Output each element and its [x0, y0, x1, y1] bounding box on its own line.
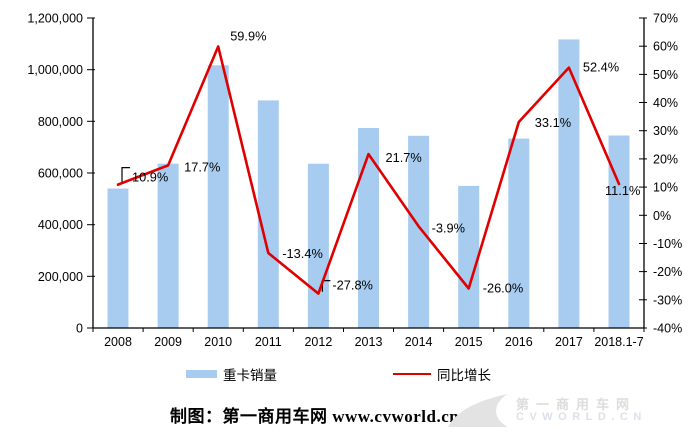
left-axis-tick: 1,000,000	[27, 63, 83, 77]
line-series-label: 同比增长	[437, 368, 491, 383]
legend-item-growth: 同比增长	[393, 365, 491, 383]
right-axis-tick: 10%	[653, 181, 678, 195]
growth-data-label: 10.9%	[132, 170, 168, 185]
bar-2016	[508, 138, 530, 328]
right-axis-tick: 40%	[653, 96, 678, 110]
x-axis-label: 2014	[405, 335, 433, 349]
right-axis-tick: -40%	[653, 322, 682, 336]
bar-2012	[307, 163, 329, 328]
growth-data-label: -26.0%	[483, 281, 524, 296]
growth-data-label: 21.7%	[386, 150, 422, 165]
growth-line	[116, 45, 621, 295]
left-axis-tick: 400,000	[38, 218, 83, 232]
growth-data-label: -27.8%	[332, 278, 373, 293]
growth-data-label: 59.9%	[230, 29, 266, 44]
x-axis-label: 2013	[355, 335, 383, 349]
bar-2015	[458, 185, 480, 328]
right-axis-tick: -10%	[653, 237, 682, 251]
bar-2014	[408, 135, 430, 328]
left-axis-tick: 200,000	[38, 270, 83, 284]
bar-2013	[358, 128, 379, 328]
growth-data-label: 33.1%	[535, 115, 571, 130]
left-axis-tick: 600,000	[38, 167, 83, 181]
right-axis-tick: 70%	[653, 12, 678, 26]
x-axis-label: 2008	[104, 335, 132, 349]
right-axis-tick: 60%	[653, 40, 678, 54]
right-axis-tick: -30%	[653, 293, 682, 307]
footer-credit: 制图：第一商用车网 www.cvworld.cn	[170, 407, 460, 426]
x-axis-label: 2015	[455, 335, 483, 349]
right-axis-tick: 20%	[653, 152, 678, 166]
right-axis-tick: -20%	[653, 265, 682, 279]
x-axis-label: 2009	[154, 335, 182, 349]
legend-item-sales: 重卡销量	[186, 365, 277, 383]
x-axis-label: 2011	[255, 335, 282, 349]
left-axis-tick: 800,000	[38, 115, 83, 129]
growth-data-label: 17.7%	[184, 159, 220, 174]
growth-data-label: -3.9%	[432, 220, 465, 235]
left-axis-tick: 0	[76, 322, 83, 336]
growth-data-label: 52.4%	[583, 60, 619, 75]
bar-2009	[157, 163, 179, 328]
bar-series-swatch	[186, 370, 217, 378]
left-axis-tick: 1,200,000	[27, 12, 83, 26]
bar-2011	[257, 100, 279, 329]
line-series-swatch	[393, 373, 431, 375]
right-axis-tick: 30%	[653, 124, 678, 138]
x-axis-label: 2012	[304, 335, 332, 349]
right-axis-tick: 0%	[653, 209, 671, 223]
right-axis-tick: 50%	[653, 68, 678, 82]
bar-2017	[558, 39, 580, 329]
growth-data-label: -13.4%	[282, 246, 323, 261]
x-axis-label: 2017	[555, 335, 583, 349]
bar-series-label: 重卡销量	[223, 368, 277, 383]
growth-data-label: 11.1%	[605, 183, 640, 198]
x-axis-label: 2018.1-7	[594, 335, 643, 349]
bar-2018.1-7	[608, 135, 630, 328]
x-axis-label: 2016	[505, 335, 533, 349]
bar-2010	[207, 65, 229, 329]
x-axis-label: 2010	[204, 335, 232, 349]
bar-2008	[107, 188, 129, 328]
legend: 重卡销量 同比增长	[0, 365, 700, 383]
